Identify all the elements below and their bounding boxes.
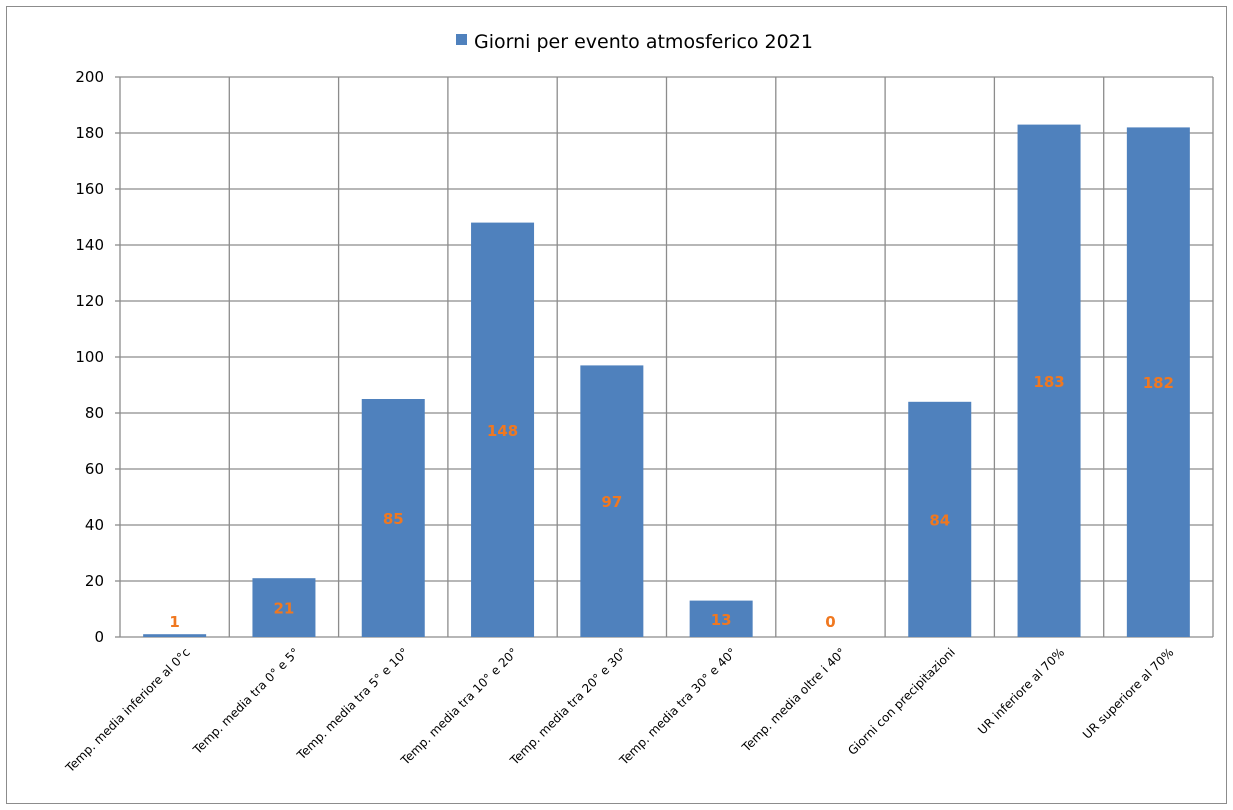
y-tick-label: 20 bbox=[85, 572, 104, 590]
legend-swatch bbox=[456, 34, 467, 45]
data-label: 13 bbox=[711, 611, 732, 629]
y-tick-label: 140 bbox=[75, 236, 104, 254]
y-tick-label: 160 bbox=[75, 180, 104, 198]
y-axis: 0 20 40 60 80 100 120 140 160 180 200 bbox=[75, 68, 104, 646]
data-label: 1 bbox=[169, 613, 179, 631]
x-category-label: Temp. media tra 20° e 30° bbox=[507, 645, 630, 768]
data-label: 148 bbox=[487, 422, 518, 440]
bar bbox=[689, 600, 753, 637]
data-label: 182 bbox=[1143, 374, 1174, 392]
legend-label: Giorni per evento atmosferico 2021 bbox=[474, 31, 813, 53]
x-category-label: UR superiore al 70% bbox=[1080, 645, 1176, 741]
y-tick-label: 80 bbox=[85, 404, 104, 422]
x-category-label: Temp. media tra 0° e 5° bbox=[190, 645, 302, 757]
data-label: 0 bbox=[825, 613, 835, 631]
data-labels: 1 21 85 148 97 13 0 84 183 182 bbox=[169, 373, 1174, 631]
x-category-label: Temp. media tra 30° e 40° bbox=[616, 645, 739, 768]
bar bbox=[1126, 127, 1190, 638]
x-category-label: Temp. media tra 5° e 10° bbox=[294, 645, 412, 763]
x-category-label: Temp. media tra 10° e 20° bbox=[398, 645, 521, 768]
bar bbox=[361, 399, 425, 637]
x-category-label: UR inferiore al 70% bbox=[975, 645, 1067, 737]
bars bbox=[143, 124, 1190, 638]
x-category-label: Giorni con precipitazioni bbox=[845, 645, 958, 758]
bar bbox=[908, 401, 972, 637]
data-label: 97 bbox=[601, 493, 622, 511]
y-tick-label: 100 bbox=[75, 348, 104, 366]
y-tick-label: 0 bbox=[94, 628, 104, 646]
y-tick-label: 200 bbox=[75, 68, 104, 86]
bar bbox=[580, 365, 644, 637]
x-category-label: Temp. media oltre i 40° bbox=[739, 645, 849, 755]
data-label: 85 bbox=[383, 510, 404, 528]
bar bbox=[143, 634, 207, 637]
x-category-label: Temp. media inferiore al 0°c bbox=[62, 645, 193, 776]
data-label: 183 bbox=[1033, 373, 1064, 391]
y-tick-label: 120 bbox=[75, 292, 104, 310]
y-tick-label: 180 bbox=[75, 124, 104, 142]
y-tick-label: 40 bbox=[85, 516, 104, 534]
bar bbox=[252, 578, 316, 637]
y-tick-label: 60 bbox=[85, 460, 104, 478]
bar bbox=[471, 222, 535, 637]
data-label: 21 bbox=[274, 600, 295, 618]
bar bbox=[1017, 124, 1081, 638]
legend: Giorni per evento atmosferico 2021 bbox=[456, 31, 813, 53]
data-label: 84 bbox=[929, 511, 950, 529]
